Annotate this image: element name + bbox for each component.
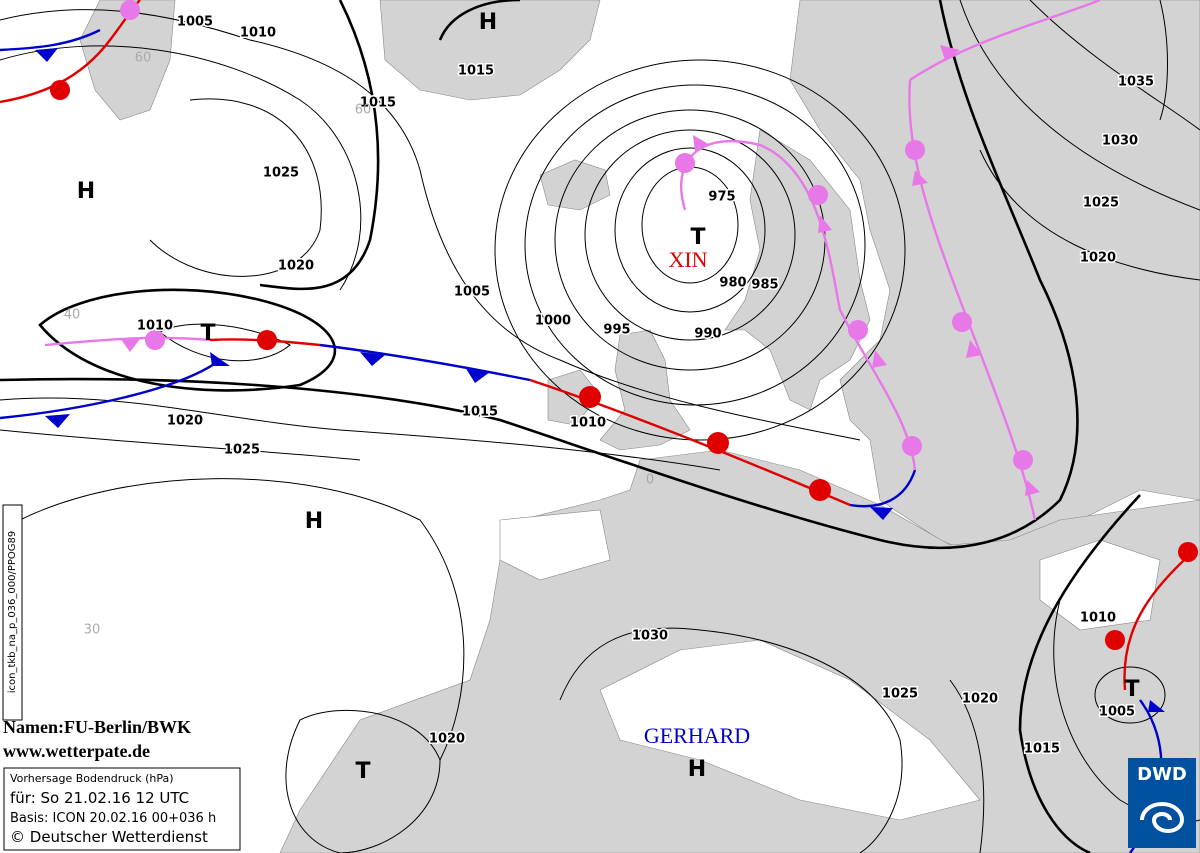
pressure-center: T	[690, 225, 705, 250]
isobar-label: 1005	[1099, 705, 1135, 720]
isobar-label: 985	[751, 278, 778, 293]
info-basis: Basis: ICON 20.02.16 00+036 h	[10, 811, 216, 826]
pressure-center: T	[355, 759, 370, 784]
grid-label: 0	[646, 473, 654, 488]
isobar-label: 1010	[137, 319, 173, 334]
isobar-label: 1015	[1024, 742, 1060, 757]
grid-label: 60	[355, 103, 372, 118]
isobar-label: 1035	[1118, 75, 1154, 90]
map-labels: 1005 1010 1015 1015 1025 1020 1010 1020 1025 1015…	[64, 10, 1156, 784]
isobar-label: 1020	[278, 259, 314, 274]
isobar-label: 1025	[224, 443, 260, 458]
grid-label: 30	[84, 623, 101, 638]
isobar-label: 1020	[429, 732, 465, 747]
isobar-label: 995	[603, 323, 630, 338]
sea-inland	[499, 509, 1161, 821]
isobar-label: 1020	[167, 414, 203, 429]
isobar-label: 1000	[535, 314, 571, 329]
info-product: Vorhersage Bodendruck (hPa)	[10, 772, 174, 785]
isobar-label: 1010	[570, 416, 606, 431]
grid-label: 60	[135, 51, 152, 66]
isobar-label: 1010	[240, 26, 276, 41]
pressure-center: T	[1124, 677, 1139, 702]
isobar-label: 1025	[882, 687, 918, 702]
pressure-center: H	[77, 179, 95, 204]
isobar-label: 1005	[454, 285, 490, 300]
isobar-label: 980	[719, 276, 746, 291]
info-valid: für: So 21.02.16 12 UTC	[10, 789, 189, 807]
grid-label: 40	[64, 308, 81, 323]
isobar-label: 1030	[1102, 134, 1138, 149]
isobar-label: 1020	[1080, 251, 1116, 266]
isobar-label: 1010	[1080, 611, 1116, 626]
isobar-label: 1025	[263, 166, 299, 181]
front-symbols	[35, 0, 1198, 712]
isobar-label: 1020	[962, 692, 998, 707]
pressure-center: H	[305, 509, 323, 534]
logo-text: DWD	[1137, 764, 1187, 785]
storm-name: XIN	[668, 247, 707, 272]
code-box	[2, 504, 23, 721]
isobar-label: 1030	[632, 629, 668, 644]
logo-swirl	[1140, 802, 1185, 833]
isobar-label: 1015	[462, 405, 498, 420]
storm-name: GERHARD	[644, 723, 750, 748]
isobar-label: 1015	[458, 64, 494, 79]
website: www.wetterpate.de	[3, 741, 150, 761]
isobar-label: 1025	[1083, 196, 1119, 211]
info-box	[3, 767, 241, 851]
info-copyright: © Deutscher Wetterdienst	[10, 828, 208, 846]
product-code: icon_tkb_na_p_036_000/PPOG89	[7, 531, 18, 694]
isobar-label: 990	[694, 327, 721, 342]
pressure-center: H	[688, 757, 706, 782]
isobar-label: 975	[708, 190, 735, 205]
names-credit: Namen:FU-Berlin/BWK	[3, 717, 191, 737]
isobar-label: 1005	[177, 15, 213, 30]
isobar-label: 1015	[360, 96, 396, 111]
pressure-center: H	[479, 10, 497, 35]
pressure-center: T	[200, 321, 215, 346]
